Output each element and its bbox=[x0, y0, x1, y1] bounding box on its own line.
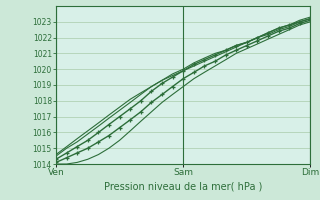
X-axis label: Pression niveau de la mer( hPa ): Pression niveau de la mer( hPa ) bbox=[104, 181, 262, 191]
